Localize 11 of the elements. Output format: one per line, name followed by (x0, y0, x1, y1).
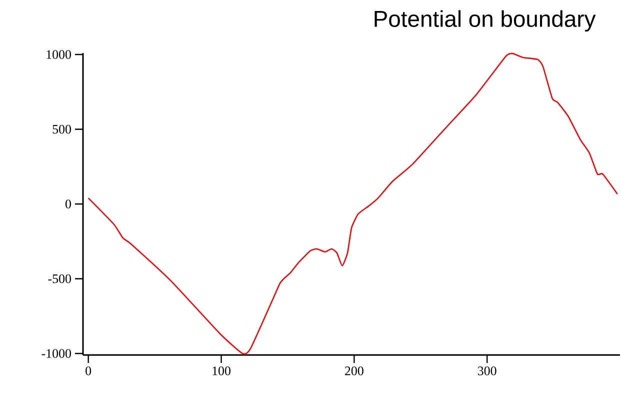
y-tick-label: 0 (66, 200, 71, 208)
chart-title: Potential on boundary (374, 10, 596, 32)
y-tick-label: -500 (48, 274, 71, 284)
line-series (88, 52, 618, 354)
x-tick-label: 100 (212, 366, 230, 376)
x-tick-label: 300 (478, 366, 496, 376)
y-tick-label: 1000 (46, 50, 71, 59)
x-tick-label: 200 (345, 366, 364, 376)
y-tick-label: 500 (52, 124, 71, 134)
x-tick-label: 0 (86, 366, 92, 376)
y-tick-label: -1000 (42, 349, 71, 358)
